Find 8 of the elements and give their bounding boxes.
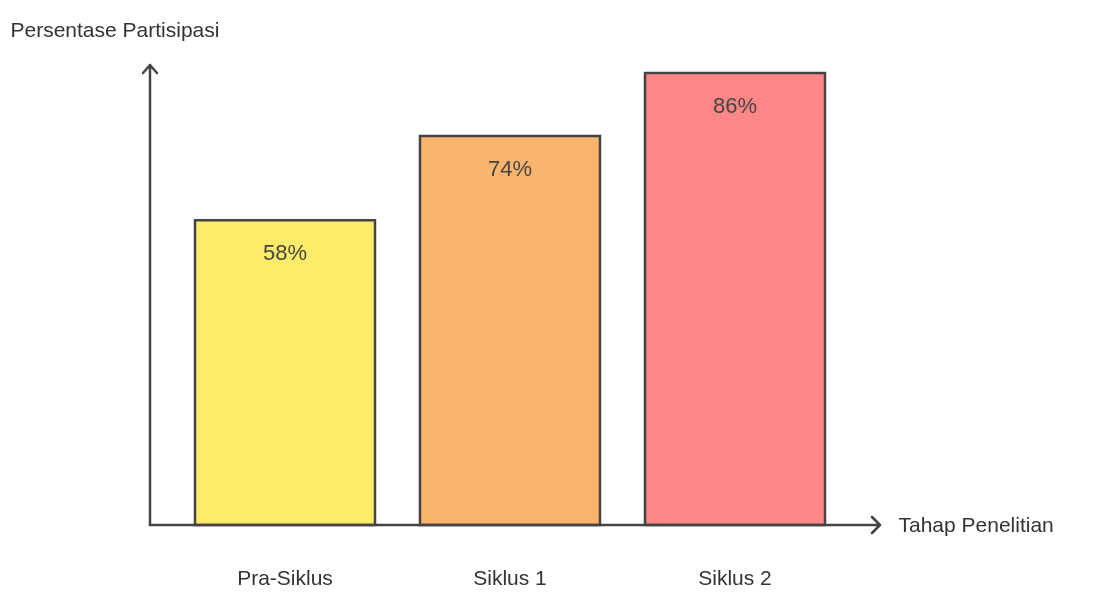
x-axis-title: Tahap Penelitian	[898, 512, 1054, 536]
data-label: 58%	[262, 240, 308, 266]
data-label: 74%	[487, 156, 533, 182]
x-tick-label: Siklus 2	[698, 565, 772, 589]
x-tick-label: Pra-Siklus	[237, 565, 333, 589]
x-tick-label: Siklus 1	[473, 565, 547, 589]
data-label: 86%	[712, 93, 758, 118]
y-axis-title: Persentase Partisipasi	[10, 17, 220, 41]
